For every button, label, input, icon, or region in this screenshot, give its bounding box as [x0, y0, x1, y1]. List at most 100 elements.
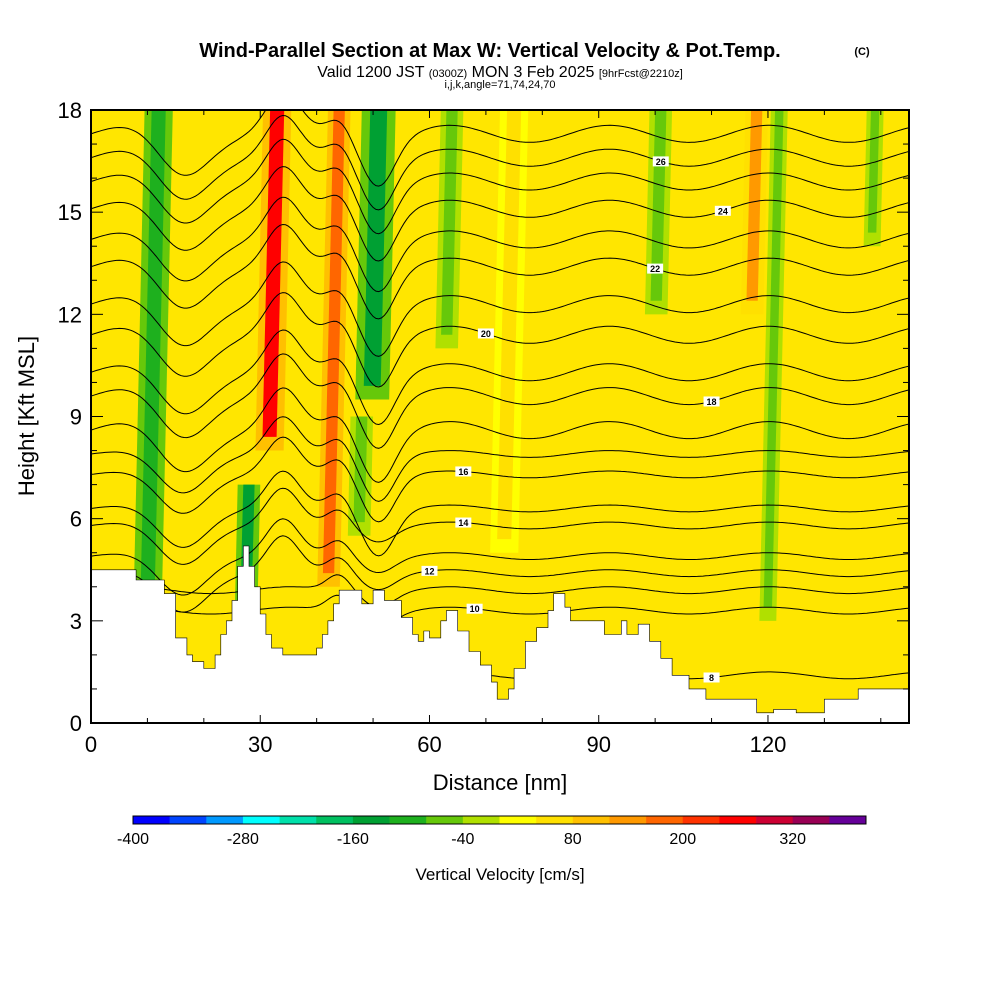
- theta-contour-label-bg: [421, 565, 438, 576]
- x-axis-label: Distance [nm]: [433, 770, 568, 795]
- theta-contour-line: [91, 535, 909, 613]
- theta-contour-label: 16: [458, 467, 468, 477]
- x-tick-label: 30: [248, 732, 272, 757]
- colorbar-frame: [132, 815, 867, 825]
- theta-contour-line: [91, 114, 909, 211]
- colorbar-segment: [169, 816, 207, 824]
- colorbar-segment: [242, 816, 280, 824]
- theta-contour-line: [91, 353, 909, 449]
- theta-contour-line: [91, 574, 909, 608]
- y-axis: 0 3 6 9 12 15 18: [58, 98, 909, 736]
- theta-contour-label: 24: [718, 206, 728, 216]
- colorbar-segment: [536, 816, 574, 824]
- terrain: [91, 545, 909, 723]
- theta-contour-line: [91, 261, 909, 357]
- theta-contour-label: 26: [656, 157, 666, 167]
- theta-contour-label: 10: [470, 604, 480, 614]
- colorbar-segment: [829, 816, 867, 824]
- velocity-band-core: [746, 110, 763, 301]
- y-tick-label: 9: [70, 405, 82, 430]
- velocity-band-core: [322, 110, 345, 574]
- theta-contour-line: [91, 387, 909, 483]
- theta-contour-label: 18: [707, 397, 717, 407]
- theta-contour-line: [91, 292, 909, 388]
- velocity-band-core: [763, 110, 784, 608]
- colorbar-segment: [719, 816, 757, 824]
- velocity-band-core: [497, 110, 522, 540]
- theta-contour-label-bg: [652, 156, 669, 167]
- colorbar-tick-label: 320: [779, 831, 806, 848]
- velocity-band-core: [441, 110, 458, 335]
- colorbar-segment: [389, 816, 427, 824]
- y-tick-label: 6: [70, 507, 82, 532]
- theta-contour-line: [91, 196, 909, 293]
- colorbar-segment: [133, 816, 170, 824]
- theta-contour-label-bg: [466, 603, 483, 614]
- theta-contour-line: [91, 166, 909, 262]
- theta-contour-label: 14: [458, 518, 468, 528]
- theta-contour-label: 22: [650, 264, 660, 274]
- theta-contour-label-bg: [455, 466, 472, 477]
- copyright-mark: (C): [854, 46, 870, 58]
- y-tick-label: 0: [70, 711, 82, 736]
- y-tick-label: 18: [58, 98, 82, 123]
- y-tick-label: 3: [70, 609, 82, 634]
- colorbar-tick-label: -280: [227, 831, 259, 848]
- colorbar-segment: [682, 816, 720, 824]
- colorbar-segment: [462, 816, 500, 824]
- velocity-band-core: [139, 110, 166, 625]
- colorbar-tick-label: -160: [337, 831, 369, 848]
- theta-contour-line: [91, 470, 909, 557]
- x-tick-label: 0: [85, 732, 97, 757]
- colorbar-segment: [756, 816, 793, 824]
- x-tick-label: 90: [586, 732, 610, 757]
- velocity-band-core: [867, 110, 880, 233]
- theta-contour-line: [91, 223, 909, 320]
- theta-contour-label: 8: [709, 673, 714, 683]
- theta-contour-line: [91, 436, 909, 523]
- colorbar: -400 -280 -160 -40 80 200 320: [117, 815, 867, 848]
- theta-contour-label: 12: [424, 566, 434, 576]
- colorbar-tick-label: -400: [117, 831, 149, 848]
- velocity-band-core: [353, 416, 368, 523]
- section-meta: i,j,k,angle=71,74,24,70: [444, 79, 555, 91]
- colorbar-segment: [499, 816, 537, 824]
- x-axis: 0 30 60 90 120: [85, 110, 882, 757]
- theta-contour-label-bg: [703, 672, 720, 683]
- colorbar-segment: [279, 816, 317, 824]
- theta-contour-line: [91, 138, 909, 235]
- theta-contour-label-bg: [477, 328, 494, 339]
- colorbar-tick-label: 80: [564, 831, 582, 848]
- velocity-band-core: [262, 110, 285, 437]
- y-tick-label: 12: [58, 302, 82, 327]
- theta-contour-line: [91, 110, 909, 187]
- colorbar-segment: [792, 816, 830, 824]
- y-tick-label: 15: [58, 200, 82, 225]
- theta-contour-label-bg: [455, 517, 472, 528]
- theta-contour-line: [91, 594, 909, 628]
- colorbar-segment: [609, 816, 647, 824]
- theta-contour-line: [91, 487, 909, 565]
- colorbar-tick-label: 200: [669, 831, 696, 848]
- theta-contour-label-bg: [703, 396, 720, 407]
- chart-title: Wind-Parallel Section at Max W: Vertical…: [199, 40, 780, 62]
- colorbar-segment: [352, 816, 390, 824]
- x-tick-label: 60: [417, 732, 441, 757]
- y-axis-label: Height [Kft MSL]: [14, 336, 39, 496]
- theta-contour-label: 20: [481, 329, 491, 339]
- colorbar-segment: [572, 816, 610, 824]
- plot-area: 8 10 12 14 16 18 20 22 24 26: [91, 110, 909, 723]
- theta-contour-line: [91, 329, 909, 426]
- theta-contour-label-bg: [647, 263, 664, 274]
- theta-contour-label-bg: [714, 205, 731, 216]
- colorbar-segment: [316, 816, 354, 824]
- colorbar-segment: [426, 816, 464, 824]
- colorbar-tick-label: -40: [451, 831, 474, 848]
- colorbar-segment: [206, 816, 244, 824]
- colorbar-segment: [646, 816, 684, 824]
- theta-contour-line: [91, 416, 909, 502]
- colorbar-label: Vertical Velocity [cm/s]: [415, 865, 584, 884]
- theta-contour-labels: 8 10 12 14 16 18 20 22 24 26: [421, 156, 731, 683]
- x-tick-label: 120: [750, 732, 787, 757]
